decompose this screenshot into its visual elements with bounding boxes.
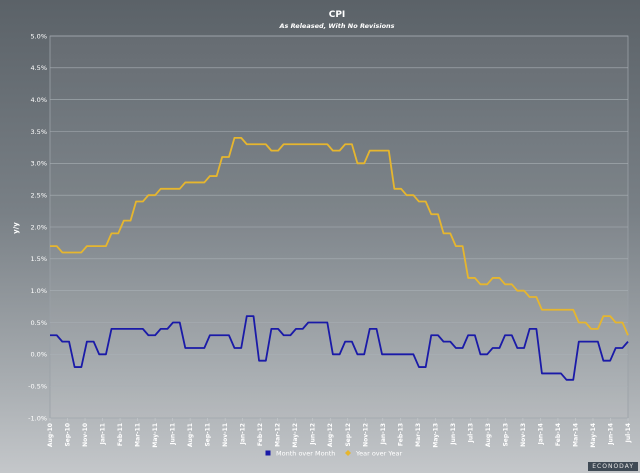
x-tick-label: Feb-11 <box>117 423 124 446</box>
econoday-watermark: ECONODAY <box>588 462 638 471</box>
y-tick-label: 1.5% <box>30 255 47 263</box>
x-axis-ticks: Aug-10 Sep-10 Nov-10 Jan-11 Feb-11 Mar-11 May-… <box>47 418 632 448</box>
x-tick-label: Aug-10 <box>47 423 54 447</box>
x-tick-label: Sep-12 <box>345 423 352 447</box>
x-tick-label: May-13 <box>432 423 439 448</box>
legend-marker-diamond <box>345 450 351 456</box>
chart-title: CPI <box>329 10 346 20</box>
y-tick-label: 2.5% <box>30 191 47 199</box>
y-tick-label: 0.5% <box>30 319 47 327</box>
x-tick-label: Sep-10 <box>65 423 72 447</box>
x-tick-label: Nov-11 <box>222 423 229 447</box>
x-tick-label: May-14 <box>590 423 597 448</box>
series-line-year-over-year <box>50 136 629 336</box>
x-tick-label: Jun-11 <box>170 423 177 446</box>
x-tick-label: Aug-11 <box>187 423 194 447</box>
y-tick-label: 4.0% <box>30 96 47 104</box>
y-tick-label: 0.0% <box>30 351 47 359</box>
y-axis-label: y/y <box>12 222 20 234</box>
x-tick-label: Mar-13 <box>415 423 422 447</box>
series-line-month-over-month <box>50 315 629 381</box>
x-tick-label: Nov-13 <box>520 423 527 447</box>
y-axis-ticks: -1.0% -0.5% 0.0% 0.5% 1.0% 1.5% 2.0% 2.5% 3.0% 3.… <box>28 32 47 422</box>
y-tick-label: 1.0% <box>30 287 47 295</box>
x-tick-label: May-11 <box>152 423 159 448</box>
x-tick-label: Feb-13 <box>397 423 404 446</box>
x-tick-label: Mar-11 <box>135 423 142 447</box>
x-tick-label: Jun-12 <box>310 423 317 446</box>
y-tick-label: 5.0% <box>30 32 47 40</box>
legend-label: Year over Year <box>355 449 402 457</box>
y-tick-label: 3.5% <box>30 128 47 136</box>
x-tick-label: Mar-14 <box>572 423 579 447</box>
gridlines <box>50 35 628 419</box>
x-tick-label: Jan-12 <box>240 423 247 445</box>
x-tick-label: Feb-12 <box>257 423 264 446</box>
x-tick-label: Jun-14 <box>607 423 614 446</box>
y-tick-label: -1.0% <box>28 414 47 422</box>
y-tick-label: 3.0% <box>30 160 47 168</box>
x-tick-label: Jul-14 <box>625 423 632 443</box>
x-tick-label: Nov-10 <box>82 423 89 447</box>
y-tick-label: -0.5% <box>28 382 47 390</box>
x-tick-label: Jul-13 <box>467 423 474 443</box>
x-tick-label: Jun-13 <box>450 423 457 446</box>
x-tick-label: Sep-11 <box>205 423 212 447</box>
x-tick-label: Jan-11 <box>100 423 107 445</box>
legend: Month over Month Year over Year <box>265 449 402 457</box>
x-tick-label: Mar-12 <box>275 423 282 447</box>
series-lines <box>50 136 629 381</box>
y-tick-label: 4.5% <box>30 64 47 72</box>
legend-label: Month over Month <box>276 449 335 457</box>
legend-marker-square <box>265 450 271 456</box>
x-tick-label: Jan-14 <box>537 423 544 445</box>
chart-subtitle: As Released, With No Revisions <box>278 22 394 30</box>
x-tick-label: Sep-13 <box>502 423 509 447</box>
x-tick-label: Aug-13 <box>485 423 492 447</box>
x-tick-label: Nov-12 <box>362 423 369 447</box>
y-tick-label: 2.0% <box>30 223 47 231</box>
x-tick-label: Aug-12 <box>327 423 334 447</box>
x-tick-label: Feb-14 <box>555 423 562 446</box>
x-tick-label: May-12 <box>292 423 299 448</box>
x-tick-label: Jan-13 <box>380 423 387 445</box>
